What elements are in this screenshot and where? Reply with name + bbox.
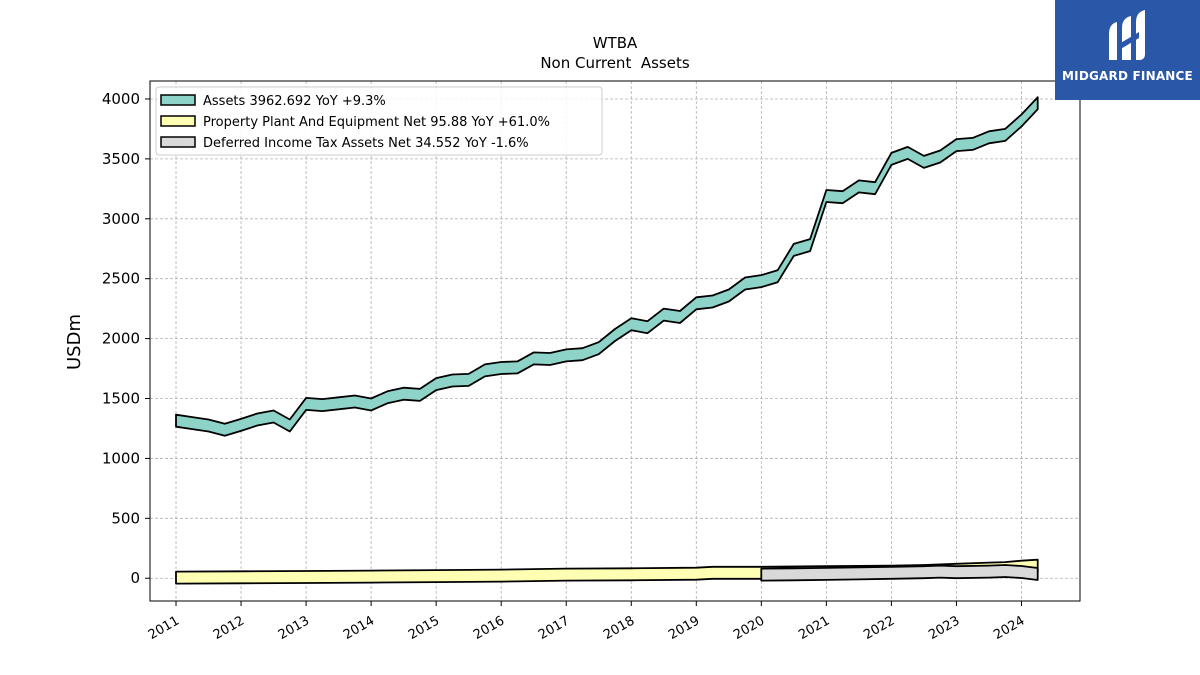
- logo-mark-icon: [1109, 10, 1145, 60]
- x-tick-label: 2012: [211, 613, 247, 643]
- brand-logo: MIDGARD FINANCE: [1055, 0, 1200, 100]
- y-tick-label: 3500: [102, 150, 140, 168]
- x-tick-label: 2023: [926, 613, 962, 643]
- legend-label: Deferred Income Tax Assets Net 34.552 Yo…: [203, 136, 529, 151]
- x-tick-label: 2020: [731, 613, 767, 643]
- y-tick-label: 3000: [102, 210, 140, 228]
- legend-label: Assets 3962.692 YoY +9.3%: [203, 94, 386, 109]
- y-axis-label: USDm: [64, 314, 85, 370]
- legend-swatch: [160, 115, 196, 127]
- legend-box: [155, 86, 603, 156]
- x-tick-label: 2011: [146, 613, 182, 643]
- y-tick-label: 1500: [102, 390, 140, 408]
- x-tick-label: 2019: [666, 613, 702, 643]
- chart-subtitle: Non Current Assets: [540, 54, 690, 72]
- legend: Assets 3962.692 YoY +9.3% Property Plant …: [155, 86, 603, 156]
- legend-label: Property Plant And Equipment Net 95.88 Y…: [203, 115, 550, 130]
- x-tick-label: 2015: [406, 613, 442, 643]
- x-tick-label: 2017: [536, 613, 572, 643]
- legend-swatch: [160, 94, 196, 106]
- x-tick-label: 2018: [601, 613, 637, 643]
- y-tick-label: 4000: [102, 90, 140, 108]
- x-tick-label: 2021: [796, 613, 832, 643]
- series-1-ribbon: [175, 96, 1039, 437]
- series-layer: [175, 96, 1039, 585]
- brand-name: MIDGARD FINANCE: [1062, 69, 1193, 83]
- x-tick-label: 2022: [861, 613, 897, 643]
- x-tick-label: 2013: [276, 613, 312, 643]
- y-tick-label: 500: [111, 509, 140, 527]
- y-tick-label: 2000: [102, 330, 140, 348]
- legend-swatch: [160, 136, 196, 148]
- chart-title: WTBA: [593, 34, 638, 52]
- x-tick-label: 2016: [471, 613, 507, 643]
- y-tick-label: 2500: [102, 270, 140, 288]
- x-tick-label: 2014: [341, 613, 377, 643]
- y-tick-label: 1000: [102, 449, 140, 467]
- x-tick-label: 2024: [991, 613, 1027, 643]
- y-tick-label: 0: [130, 569, 140, 587]
- plot-frame: [149, 80, 1081, 602]
- series-3-ribbon: [760, 564, 1039, 582]
- grid: [150, 81, 1080, 601]
